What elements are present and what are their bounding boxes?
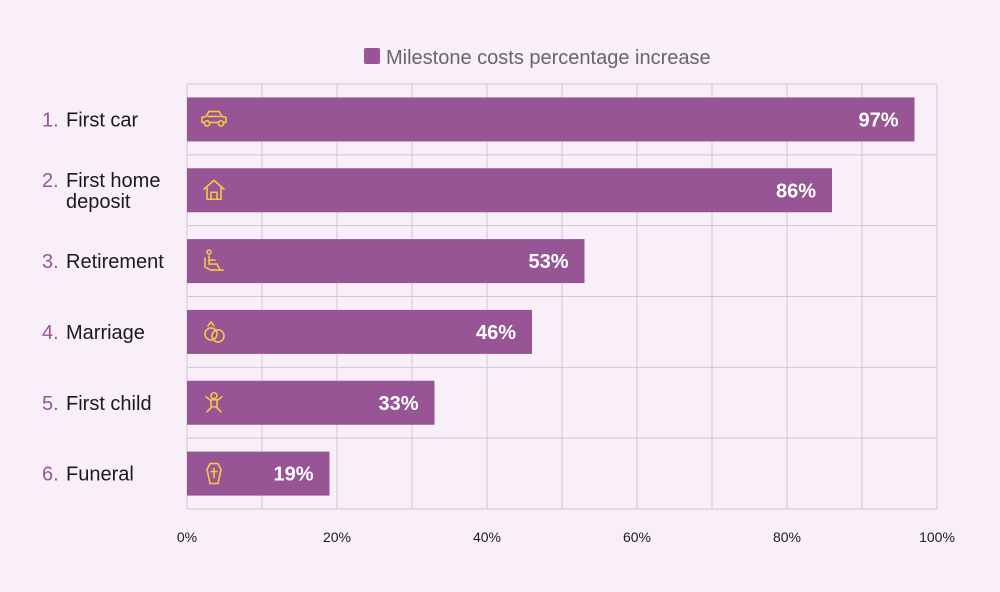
value-label: 97%: [858, 109, 898, 131]
coffin-icon: [206, 462, 222, 485]
x-tick-label: 60%: [623, 529, 651, 545]
x-tick-label: 80%: [773, 529, 801, 545]
bar: [187, 380, 435, 425]
x-tick-label: 40%: [473, 529, 501, 545]
category-number: 3.: [42, 251, 59, 273]
seated-person-icon: [204, 249, 224, 271]
x-tick-label: 100%: [919, 529, 955, 545]
category-label: First car: [66, 109, 139, 131]
bar: [187, 451, 330, 496]
value-label: 33%: [378, 393, 418, 415]
value-label: 46%: [476, 322, 516, 344]
category-label: First child: [66, 393, 152, 415]
category-label: Funeral: [66, 464, 134, 486]
value-label: 86%: [776, 180, 816, 202]
x-tick-labels: 0% 20% 40% 60% 80% 100%: [177, 529, 955, 545]
category-label: First home: [66, 170, 160, 192]
category-number: 6.: [42, 464, 59, 486]
legend-label: Milestone costs percentage increase: [386, 47, 711, 69]
category-number: 4.: [42, 322, 59, 344]
bar: [187, 97, 915, 142]
category-label: Retirement: [66, 251, 164, 273]
category-number: 5.: [42, 393, 59, 415]
bar-icons: [201, 110, 227, 485]
bar: [187, 309, 532, 354]
house-icon: [203, 179, 225, 201]
car-icon: [201, 110, 227, 127]
legend-swatch: [364, 48, 380, 64]
category-label: Marriage: [66, 322, 145, 344]
value-label: 53%: [528, 251, 568, 273]
category-number: 2.: [42, 170, 59, 192]
category-label: deposit: [66, 191, 131, 213]
bars: [187, 97, 915, 496]
bar: [187, 239, 585, 284]
value-label: 19%: [273, 464, 313, 486]
baby-icon: [205, 391, 223, 413]
bar: [187, 168, 832, 213]
wedding-rings-icon: [204, 321, 225, 343]
grid: [186, 83, 938, 510]
value-labels: 97% 86% 53% 46% 33% 19%: [273, 109, 898, 485]
x-tick-label: 0%: [177, 529, 197, 545]
legend: Milestone costs percentage increase: [364, 47, 711, 69]
x-tick-label: 20%: [323, 529, 351, 545]
category-number: 1.: [42, 109, 59, 131]
